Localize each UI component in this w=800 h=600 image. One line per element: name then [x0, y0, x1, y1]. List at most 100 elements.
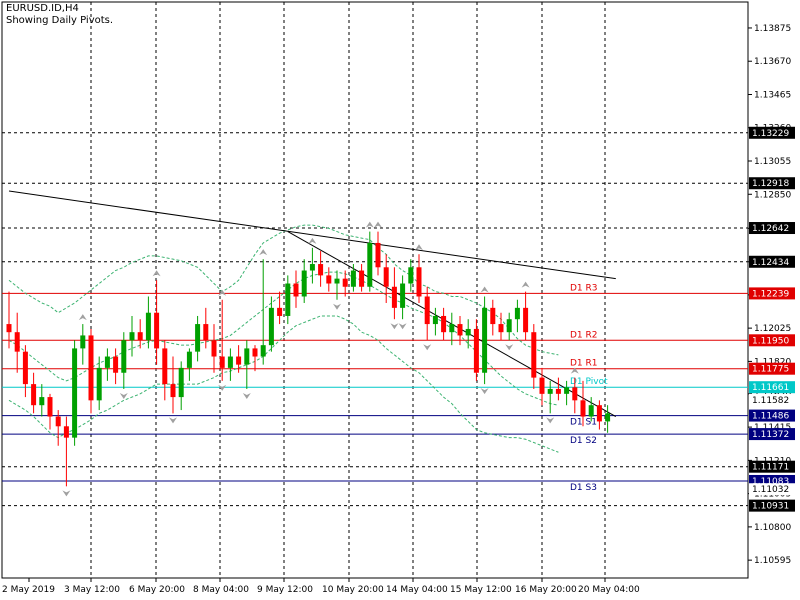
y-tick-label: 1.13670 — [754, 57, 791, 67]
trendline[interactable] — [8, 190, 616, 280]
candle-body — [605, 413, 611, 422]
x-tick-label: 3 May 12:00 — [64, 585, 120, 595]
y-tick-label: 1.12025 — [754, 324, 791, 334]
candle-body — [39, 397, 45, 406]
candle-body — [96, 367, 102, 401]
candle-body — [441, 315, 447, 333]
price-tag-bg — [749, 394, 795, 407]
candle-body — [260, 345, 266, 357]
candle-body — [473, 328, 479, 373]
fractal-down-icon — [218, 384, 227, 391]
fractal-down-icon — [390, 323, 399, 330]
candle-body — [334, 278, 340, 284]
x-tick-label: 9 May 12:00 — [257, 585, 313, 595]
x-tick-label: 20 May 04:00 — [578, 585, 640, 595]
price-tag-bg — [749, 381, 795, 394]
fractal-down-icon — [119, 392, 128, 399]
y-tick-label: 1.10800 — [754, 523, 791, 533]
price-tag-bg — [749, 126, 795, 139]
candle-body — [178, 367, 184, 398]
candle-body — [318, 264, 324, 276]
bollinger-upper — [8, 224, 559, 356]
candle-body — [424, 296, 430, 325]
x-tick-label: 15 May 12:00 — [450, 585, 512, 595]
y-tick-label: 1.13465 — [754, 90, 791, 100]
price-tag-label: 1.11775 — [752, 365, 789, 375]
candle-body — [47, 397, 53, 417]
x-tick-label: 2 May 2019 — [2, 585, 55, 595]
candle-body — [555, 388, 561, 394]
candle-body — [367, 242, 373, 287]
price-tag-bg — [749, 177, 795, 190]
candle-body — [72, 348, 78, 438]
price-tag-label: 1.11083 — [752, 477, 789, 487]
candle-body — [572, 387, 578, 401]
price-tag-label: 1.11372 — [752, 430, 789, 440]
fractal-down-icon — [423, 344, 432, 351]
fractal-up-icon — [415, 244, 423, 251]
bollinger-mid — [8, 271, 559, 406]
candle-body — [408, 267, 414, 284]
fractal-up-icon — [521, 281, 530, 288]
price-tag-label: 1.11950 — [752, 336, 789, 346]
candle-body — [400, 283, 406, 308]
price-tag-label: 1.11486 — [752, 412, 789, 422]
candle-body — [539, 377, 545, 394]
candle-body — [80, 335, 86, 349]
candle-body — [293, 283, 299, 297]
price-tag-bg — [749, 428, 795, 441]
price-tag-bg — [749, 460, 795, 473]
fractal-up-icon — [259, 249, 268, 256]
fractal-up-icon — [78, 314, 87, 321]
price-tag-label: 1.12642 — [752, 224, 789, 234]
price-tag-label: 1.12239 — [752, 289, 789, 299]
candle-body — [490, 307, 496, 325]
candle-body — [6, 324, 12, 333]
plot-frame — [1, 1, 749, 579]
candle-body — [301, 270, 307, 297]
fractal-down-icon — [169, 417, 177, 424]
candle-body — [457, 324, 463, 336]
price-tag-label: 1.11171 — [752, 463, 789, 473]
fractal-up-icon — [570, 367, 579, 374]
price-tag-label: 1.10931 — [752, 502, 789, 512]
candle-body — [506, 319, 512, 333]
candle-body — [326, 275, 332, 284]
candle-body — [465, 328, 471, 336]
candle-body — [186, 351, 192, 368]
pivot-label: D1 S3 — [570, 483, 597, 493]
candle-body — [129, 332, 135, 341]
bollinger-lower — [8, 315, 559, 453]
price-tag-bg — [749, 255, 795, 268]
x-tick-label: 16 May 20:00 — [515, 585, 577, 595]
candle-body — [309, 264, 315, 271]
candle-body — [170, 384, 176, 398]
candle-body — [219, 356, 225, 368]
candle-body — [22, 351, 28, 385]
candle-body — [104, 356, 110, 368]
price-tag-label: 1.11032 — [752, 485, 789, 495]
candle-body — [383, 267, 389, 287]
fractal-down-icon — [480, 388, 489, 395]
candle-body — [88, 335, 94, 401]
candle-body — [375, 242, 381, 268]
pivot-label: D1 Pivot — [570, 377, 608, 387]
candle-body — [523, 307, 529, 333]
price-tag-label: 1.11661 — [752, 383, 789, 393]
pivot-label: D1 S2 — [570, 436, 597, 446]
candle-body — [342, 278, 348, 287]
candle-body — [63, 426, 69, 438]
candle-body — [203, 324, 209, 341]
candle-body — [580, 400, 586, 417]
candle-body — [277, 307, 283, 316]
price-tag-bg — [749, 499, 795, 512]
candle-body — [211, 340, 217, 357]
candle-body — [55, 416, 61, 427]
candle-body — [498, 324, 504, 333]
price-tag-label: 1.12918 — [752, 179, 789, 189]
fractal-up-icon — [152, 270, 161, 277]
fractal-down-icon — [546, 417, 555, 424]
x-tick-label: 10 May 20:00 — [322, 585, 384, 595]
pivot-label: D1 R2 — [570, 330, 598, 340]
